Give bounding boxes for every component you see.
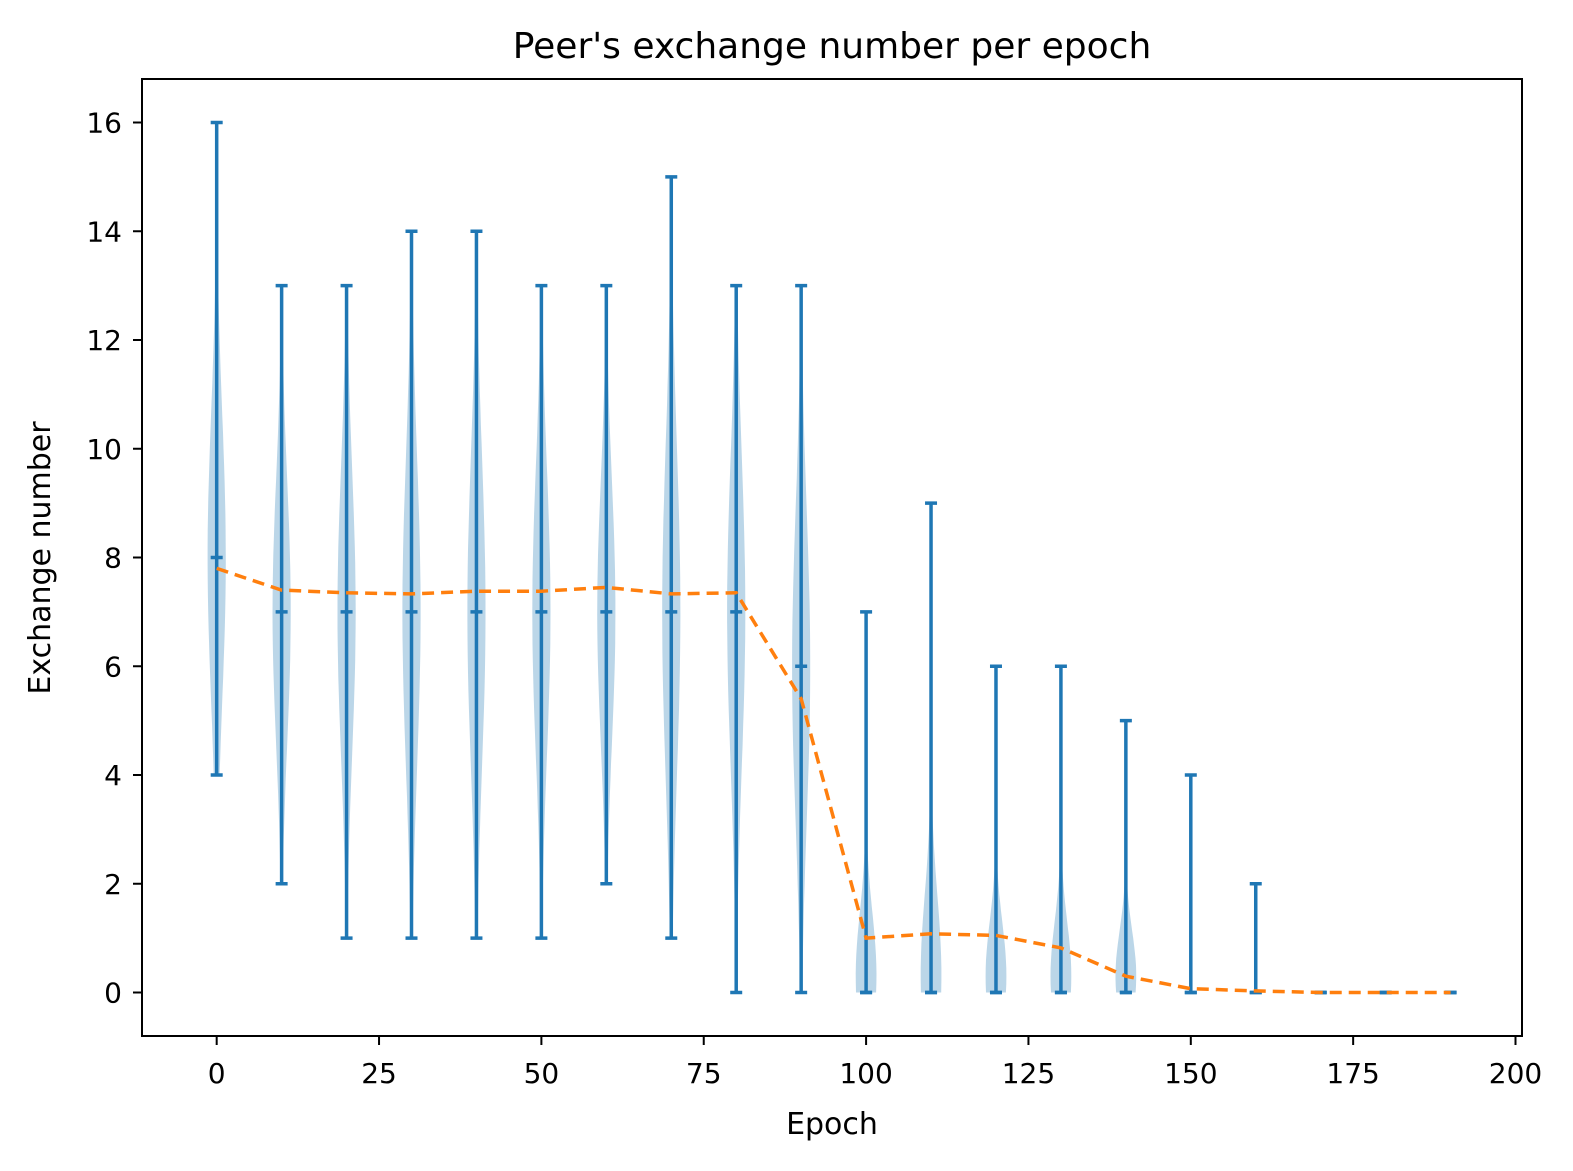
chart-title: Peer's exchange number per epoch	[513, 26, 1152, 67]
y-tick-label-6: 6	[104, 650, 122, 683]
x-tick-label-125: 125	[1002, 1057, 1055, 1090]
y-tick-label-0: 0	[104, 977, 122, 1010]
y-tick-label-2: 2	[104, 868, 122, 901]
x-tick-label-0: 0	[208, 1057, 226, 1090]
x-tick-label-25: 25	[361, 1057, 397, 1090]
x-tick-label-150: 150	[1164, 1057, 1217, 1090]
y-tick-label-12: 12	[86, 324, 122, 357]
y-tick-label-14: 14	[86, 215, 122, 248]
y-tick-label-8: 8	[104, 542, 122, 575]
y-tick-label-16: 16	[86, 107, 122, 140]
y-axis-label: Exchange number	[23, 421, 58, 695]
x-tick-label-100: 100	[839, 1057, 892, 1090]
y-tick-label-4: 4	[104, 759, 122, 792]
whisker-group	[210, 120, 1457, 995]
y-tick-label-10: 10	[86, 433, 122, 466]
x-tick-label-50: 50	[524, 1057, 560, 1090]
axes-group: 0 25 50 75 100 125 150 175 200 0 2 4 6 8 10 12 14 16	[86, 78, 1542, 1090]
x-tick-label-175: 175	[1326, 1057, 1379, 1090]
x-tick-label-200: 200	[1489, 1057, 1542, 1090]
x-tick-label-75: 75	[686, 1057, 722, 1090]
mean-line-group	[216, 566, 1451, 995]
x-axis-label: Epoch	[786, 1107, 878, 1142]
mean-series-line	[216, 566, 1451, 995]
